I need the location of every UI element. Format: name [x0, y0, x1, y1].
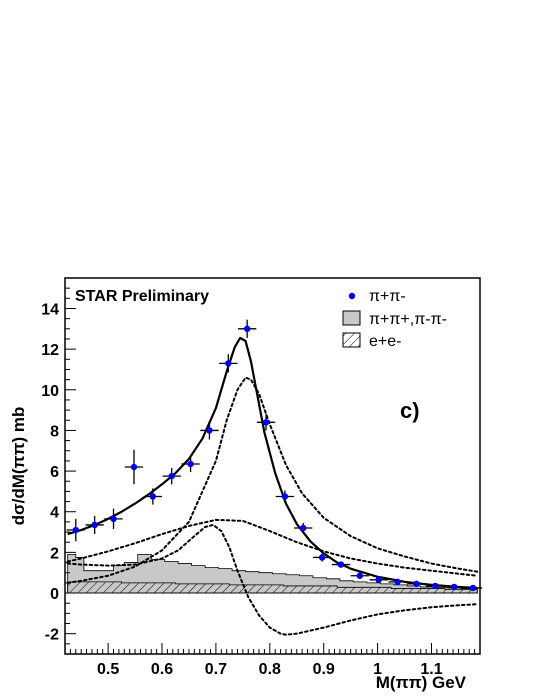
- axes-layer: 0.5 0.6 0.7 0.8 0.9 1 1.1 -2 0 2 4 6 8 10 12 14: [41, 287, 476, 678]
- curves-layer: [66, 336, 479, 636]
- data-point: [219, 354, 238, 373]
- point-marker: [91, 521, 98, 529]
- y-tick-label: 10: [41, 383, 59, 400]
- data-point: [143, 488, 163, 505]
- data-point: [369, 576, 388, 584]
- point-marker: [168, 472, 175, 480]
- data-point: [85, 515, 104, 535]
- point-marker: [206, 427, 213, 434]
- x-tick-label: 0.9: [313, 661, 335, 678]
- point-marker: [469, 584, 477, 592]
- data-point: [388, 578, 407, 586]
- point-marker: [356, 572, 364, 579]
- panel-label: c): [400, 398, 420, 423]
- y-tick-label: 2: [50, 545, 59, 562]
- point-marker: [225, 360, 232, 367]
- x-tick-label: 1: [373, 661, 382, 678]
- fit-curve-component-2: [66, 376, 479, 584]
- point-marker: [149, 493, 157, 500]
- point-marker: [318, 554, 326, 561]
- point-marker: [450, 583, 458, 591]
- data-point: [350, 572, 369, 579]
- data-point: [200, 421, 219, 440]
- data-point: [407, 580, 426, 588]
- data-point: [181, 455, 200, 473]
- data-point: [275, 490, 295, 503]
- point-marker: [130, 463, 138, 471]
- x-tick-label: 0.7: [205, 661, 227, 678]
- legend: π+π- π+π+,π-π- e+e-: [342, 288, 447, 350]
- histogram-ee: [67, 581, 478, 594]
- data-point: [294, 522, 313, 534]
- x-tick-label: 0.6: [151, 661, 173, 678]
- legend-marker-pipi: [348, 292, 356, 300]
- x-tick-label: 0.8: [259, 661, 281, 678]
- x-tick-label: 1.1: [420, 661, 442, 678]
- y-tick-label: 8: [50, 423, 59, 440]
- legend-marker-ee: [342, 332, 361, 348]
- point-marker: [72, 526, 79, 534]
- point-marker: [375, 576, 382, 584]
- y-axis-title: dσ/dM(ππ) mb: [9, 407, 28, 526]
- point-marker: [262, 419, 270, 426]
- y-tick-label: 14: [41, 301, 59, 318]
- point-marker: [110, 515, 117, 523]
- data-point: [66, 518, 85, 542]
- fit-curve-component-4: [66, 523, 479, 636]
- data-point: [331, 561, 351, 568]
- x-axis-title: M(ππ) GeV: [376, 673, 467, 692]
- legend-label-likesign: π+π+,π-π-: [369, 311, 447, 328]
- data-point: [104, 508, 123, 530]
- data-point: [444, 583, 464, 591]
- point-marker: [413, 580, 420, 588]
- plot-frame: [64, 277, 481, 655]
- point-marker: [187, 460, 194, 468]
- y-tick-label: 0: [50, 586, 59, 603]
- y-tick-label: 4: [50, 505, 59, 522]
- data-point: [124, 449, 144, 485]
- y-tick-label: 6: [50, 464, 59, 481]
- fit-curve-component-3: [66, 518, 479, 577]
- chart-annotation: STAR Preliminary: [75, 288, 209, 305]
- y-tick-label: 12: [41, 342, 59, 359]
- point-marker: [432, 582, 439, 590]
- data-point: [426, 582, 445, 590]
- data-point: [238, 319, 257, 338]
- data-point: [463, 584, 483, 592]
- data-point: [256, 414, 276, 431]
- data-point: [312, 553, 332, 562]
- point-marker: [337, 561, 345, 568]
- data-point: [162, 468, 181, 485]
- point-marker: [281, 493, 289, 500]
- point-marker: [243, 325, 251, 333]
- fit-curve-total: [67, 336, 478, 590]
- point-marker: [394, 578, 401, 586]
- x-tick-label: 0.5: [97, 661, 119, 678]
- legend-marker-likesign: [342, 310, 361, 326]
- legend-label-ee: e+e-: [369, 333, 401, 350]
- legend-label-pipi: π+π-: [369, 288, 406, 305]
- y-tick-label: -2: [45, 627, 59, 644]
- data-points-layer: [66, 319, 483, 592]
- point-marker: [300, 524, 307, 532]
